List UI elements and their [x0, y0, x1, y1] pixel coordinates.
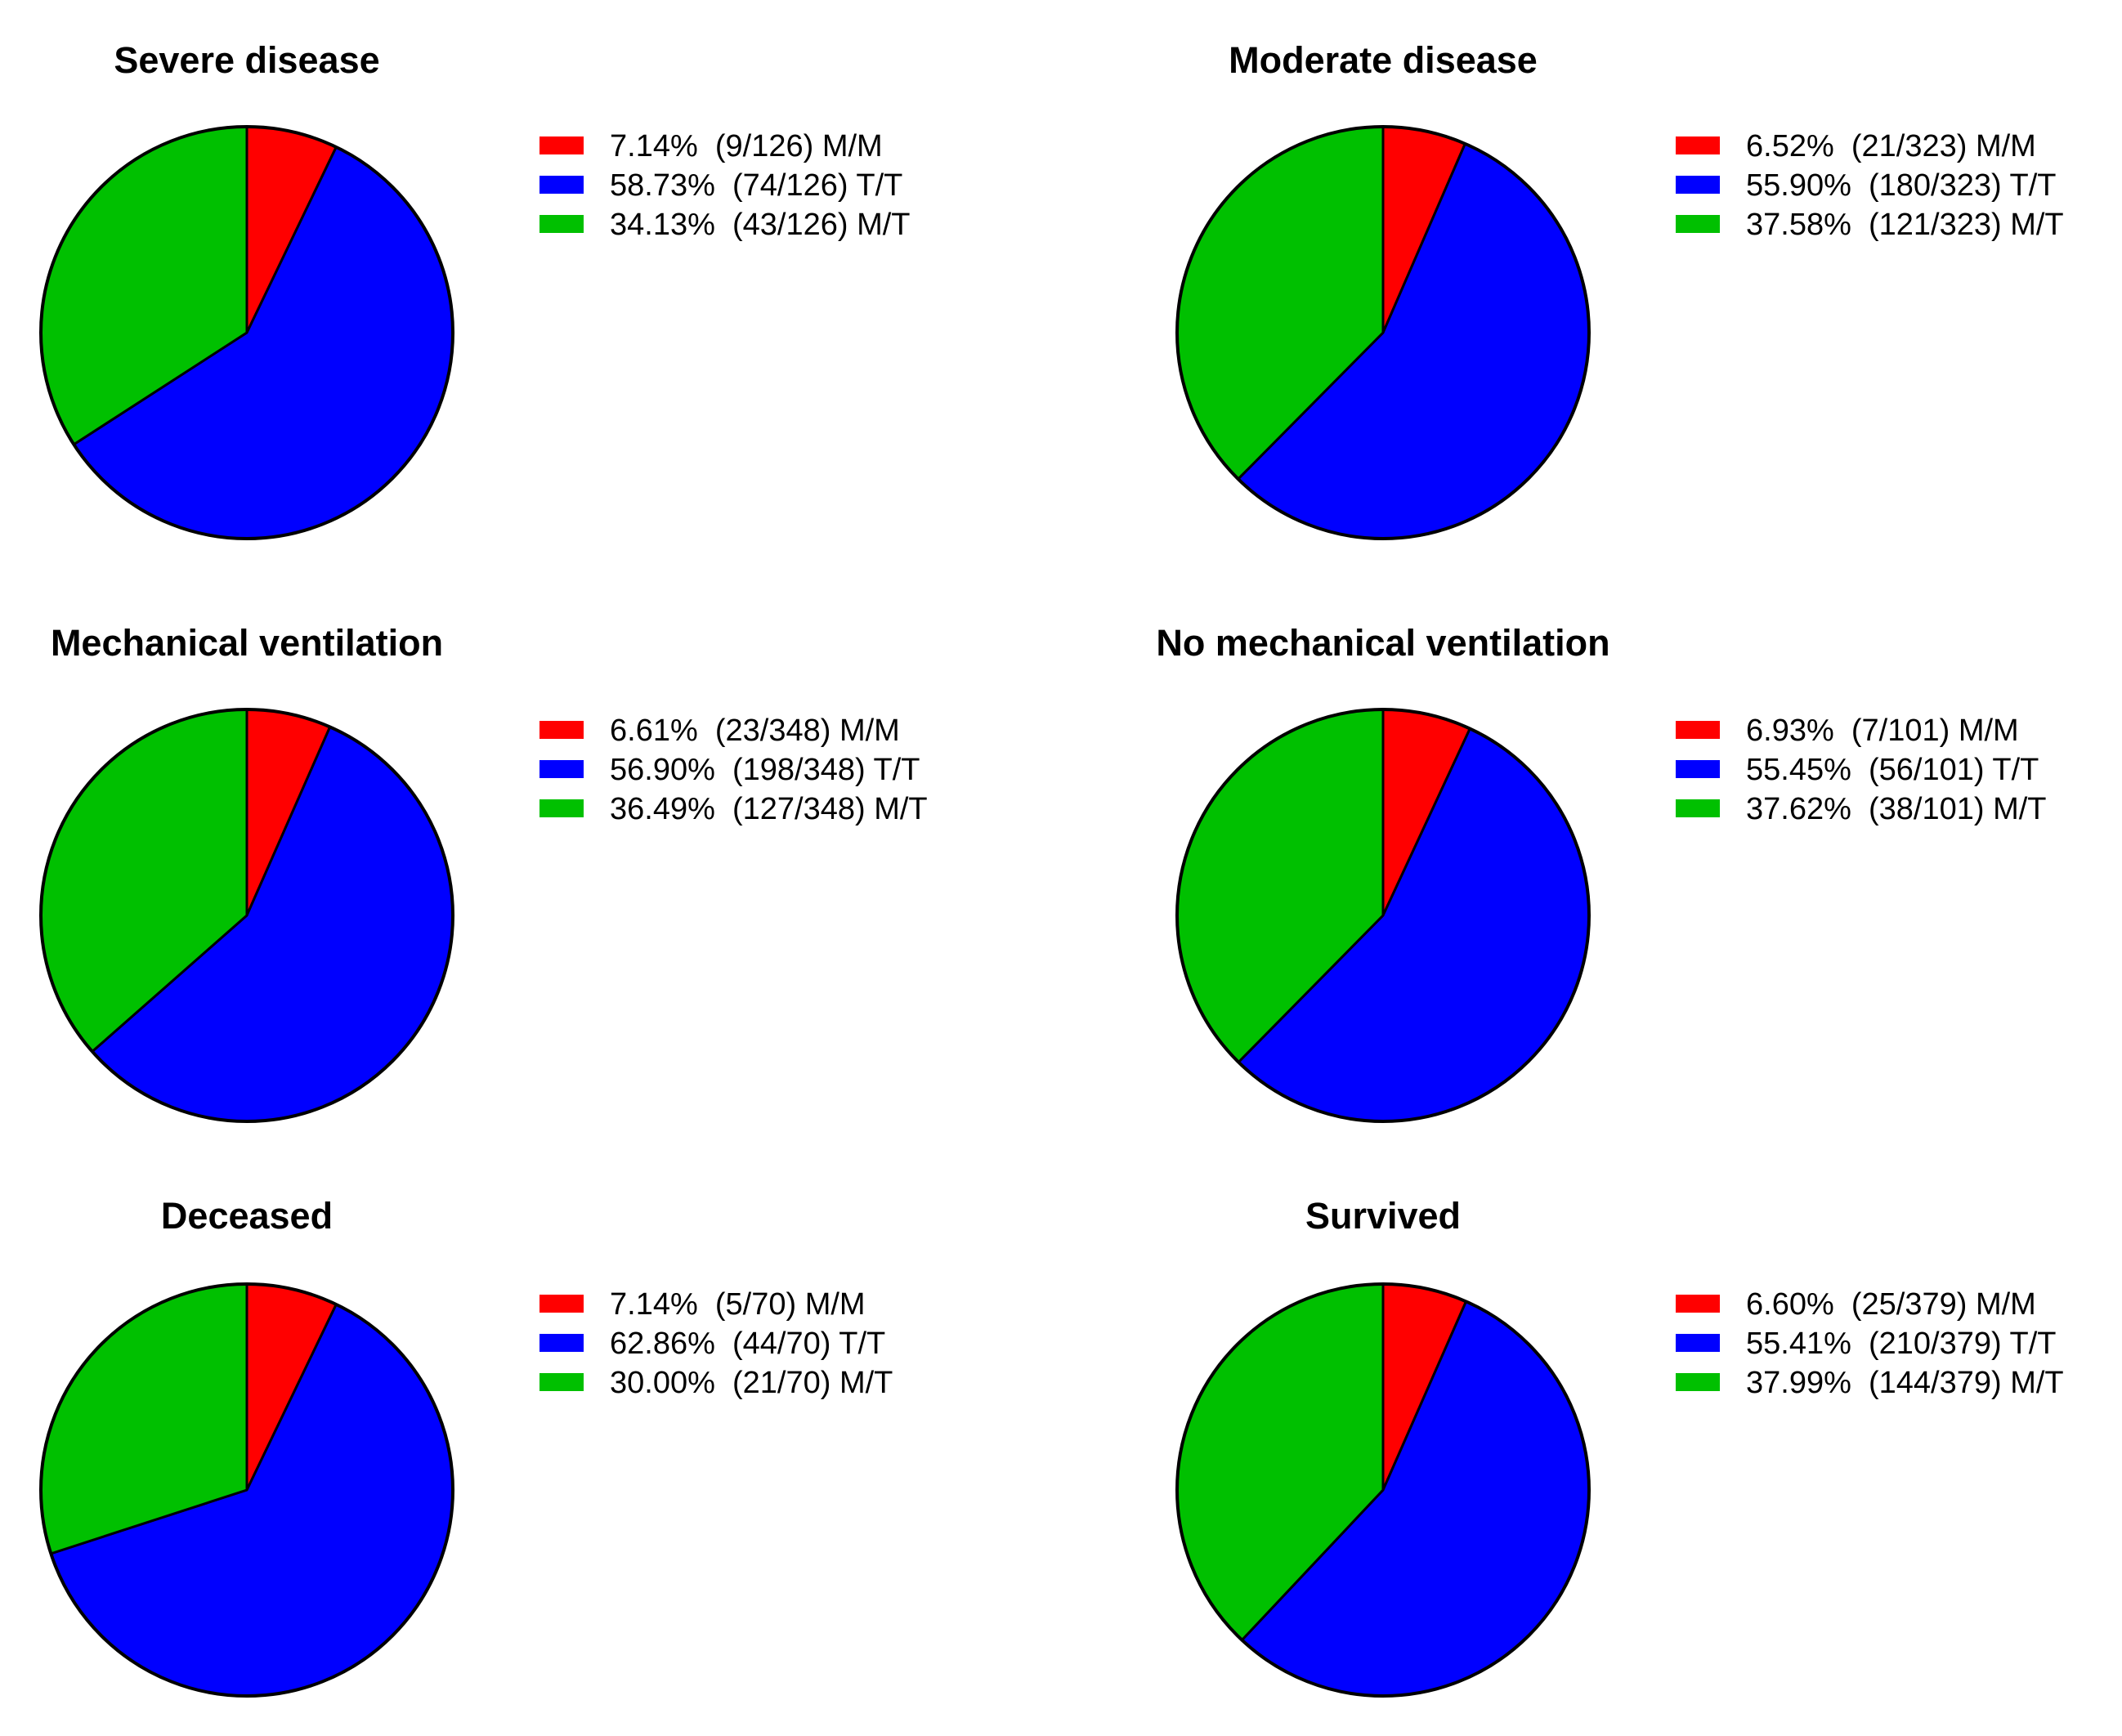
pie-outline — [1175, 125, 1591, 540]
legend-label: 55.90% (180/323) T/T — [1746, 168, 2057, 203]
chart-title: No mechanical ventilation — [1156, 622, 1609, 664]
pie-outline — [1175, 1282, 1591, 1698]
pie-outline — [39, 125, 454, 540]
legend-label: 56.90% (198/348) T/T — [610, 753, 920, 787]
legend-swatch — [539, 721, 584, 739]
chart-title: Severe disease — [114, 39, 379, 81]
pie-panel: Survived 6.60% (25/379) M/M 55.41% (210/37… — [1175, 1195, 2064, 1698]
legend-swatch — [539, 760, 584, 778]
chart-title: Mechanical ventilation — [51, 622, 443, 664]
legend-swatch — [1676, 136, 1720, 154]
legend-swatch — [1676, 176, 1720, 194]
legend-swatch — [1676, 721, 1720, 739]
legend-swatch — [1676, 1334, 1720, 1352]
pie-outline — [39, 708, 454, 1123]
legend-label: 58.73% (74/126) T/T — [610, 168, 902, 203]
legend-swatch — [539, 136, 584, 154]
pie-outline — [39, 1282, 454, 1698]
legend-swatch — [539, 799, 584, 817]
legend-label: 6.61% (23/348) M/M — [610, 714, 900, 748]
legend-label: 62.86% (44/70) T/T — [610, 1327, 885, 1361]
legend-swatch — [539, 1295, 584, 1313]
legend-swatch — [1676, 1295, 1720, 1313]
legend-label: 37.99% (144/379) M/T — [1746, 1366, 2064, 1400]
legend-label: 55.41% (210/379) T/T — [1746, 1327, 2057, 1361]
legend-label: 7.14% (5/70) M/M — [610, 1287, 866, 1322]
legend-label: 6.60% (25/379) M/M — [1746, 1287, 2036, 1322]
legend-label: 7.14% (9/126) M/M — [610, 129, 883, 163]
pie-panel: Mechanical ventilation 6.61% (23/348) M/M… — [39, 622, 928, 1123]
legend-swatch — [1676, 215, 1720, 233]
legend-swatch — [539, 215, 584, 233]
legend-swatch — [539, 176, 584, 194]
legend-swatch — [1676, 799, 1720, 817]
legend-swatch — [1676, 1373, 1720, 1391]
legend-label: 6.52% (21/323) M/M — [1746, 129, 2036, 163]
chart-title: Moderate disease — [1229, 39, 1538, 81]
pie-panel: Deceased 7.14% (5/70) M/M 62.86% (44/70) T… — [39, 1195, 893, 1698]
pie-outline — [1175, 708, 1591, 1123]
legend-swatch — [1676, 760, 1720, 778]
chart-title: Deceased — [161, 1195, 333, 1237]
pie-panel: Moderate disease 6.52% (21/323) M/M 55.90%… — [1175, 39, 2064, 540]
chart-title: Survived — [1305, 1195, 1461, 1237]
pie-panel: Severe disease 7.14% (9/126) M/M 58.73% (7… — [39, 39, 911, 540]
pie-panel: No mechanical ventilation 6.93% (7/101) M… — [1156, 622, 2047, 1123]
legend-label: 36.49% (127/348) M/T — [610, 792, 928, 826]
legend-label: 37.58% (121/323) M/T — [1746, 208, 2064, 242]
legend-label: 55.45% (56/101) T/T — [1746, 753, 2039, 787]
legend-label: 34.13% (43/126) M/T — [610, 208, 911, 242]
legend-label: 6.93% (7/101) M/M — [1746, 714, 2019, 748]
legend-label: 37.62% (38/101) M/T — [1746, 792, 2047, 826]
legend-label: 30.00% (21/70) M/T — [610, 1366, 893, 1400]
legend-swatch — [539, 1373, 584, 1391]
legend-swatch — [539, 1334, 584, 1352]
